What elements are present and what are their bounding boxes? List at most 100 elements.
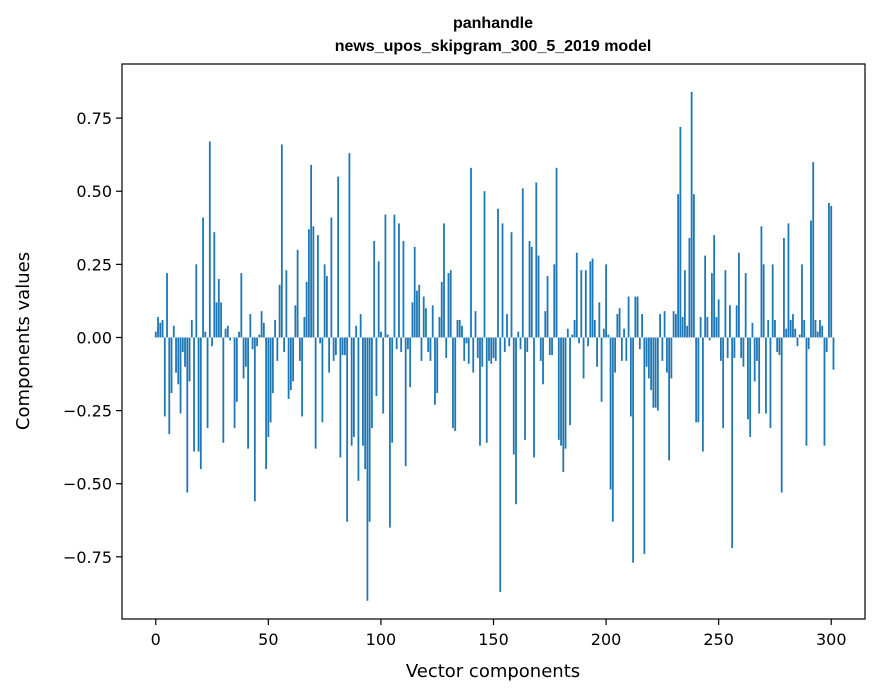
bar [172, 325, 175, 338]
bar [623, 328, 625, 338]
chart-subtitle: news_upos_skipgram_300_5_2019 model [335, 38, 652, 55]
bar [251, 337, 254, 350]
bar [454, 337, 457, 432]
bar [607, 334, 610, 338]
bar [823, 337, 826, 446]
bar [402, 240, 405, 338]
bar [548, 337, 551, 356]
bar [161, 319, 164, 338]
bar [765, 337, 767, 414]
bar [420, 337, 423, 361]
bar [492, 337, 495, 358]
plot-frame [121, 63, 866, 620]
bar [701, 337, 704, 452]
bar [589, 261, 592, 338]
x-tick-label: 150 [478, 630, 509, 649]
bar [391, 337, 394, 443]
bar [332, 337, 335, 361]
bar [571, 334, 574, 338]
bar [375, 337, 378, 396]
bar [202, 217, 204, 338]
bar [330, 217, 333, 338]
bar [175, 337, 177, 373]
x-tick-label: 0 [151, 630, 161, 649]
bar [298, 337, 301, 361]
bar [240, 273, 243, 338]
bar [774, 319, 776, 338]
bar [305, 281, 308, 338]
bar [224, 328, 227, 338]
bar [663, 311, 666, 338]
bar [307, 229, 310, 338]
bar [483, 191, 486, 338]
bar [373, 240, 376, 338]
bar [656, 337, 659, 411]
bar [220, 302, 222, 338]
bar [521, 188, 524, 338]
bar [542, 337, 544, 385]
bar [434, 337, 436, 405]
bar [578, 337, 580, 344]
bar [729, 305, 731, 338]
bar [494, 337, 497, 361]
bar [188, 337, 191, 382]
bar [747, 337, 749, 420]
bar [706, 317, 709, 338]
bar [206, 337, 209, 429]
bar [314, 337, 317, 449]
bar [726, 337, 729, 358]
bar [796, 337, 799, 347]
bar [393, 214, 396, 338]
bar [692, 194, 695, 338]
bar [819, 319, 821, 338]
bar [528, 240, 531, 338]
bar [720, 337, 722, 361]
bar [208, 141, 211, 338]
bar [463, 337, 466, 361]
x-tick-label: 200 [591, 630, 622, 649]
bar [447, 273, 450, 338]
bar [512, 337, 515, 455]
bar [508, 337, 511, 347]
bar [334, 337, 337, 356]
bar [382, 337, 385, 414]
bar [280, 144, 283, 338]
chart-title: panhandle [453, 15, 533, 32]
bar [413, 246, 416, 338]
bar [242, 337, 245, 379]
bar [636, 296, 639, 338]
bar [429, 337, 432, 361]
bar [787, 223, 790, 338]
bar [659, 314, 662, 338]
bar [499, 337, 502, 592]
bar [179, 337, 182, 414]
bar [276, 337, 279, 361]
bar [256, 337, 258, 347]
bar [467, 337, 470, 364]
bar [641, 314, 644, 338]
bar [686, 325, 689, 338]
bar [825, 337, 828, 353]
y-tick-label: 0.50 [76, 182, 112, 201]
bar [733, 337, 736, 358]
bar [339, 337, 342, 458]
bar [411, 302, 414, 338]
bar [181, 337, 184, 353]
bar [337, 176, 340, 338]
bar [449, 270, 452, 338]
bar [445, 337, 448, 358]
bar [497, 208, 499, 338]
bar [551, 337, 553, 356]
bar [226, 325, 229, 338]
x-tick-label: 100 [366, 630, 397, 649]
bar [625, 337, 628, 361]
bar [661, 337, 664, 361]
bar [654, 337, 657, 408]
bar [742, 337, 745, 367]
bar [609, 337, 612, 490]
bar [699, 317, 702, 338]
bar [735, 305, 738, 338]
bar [386, 334, 389, 338]
bar [722, 337, 725, 429]
bar [269, 337, 272, 423]
